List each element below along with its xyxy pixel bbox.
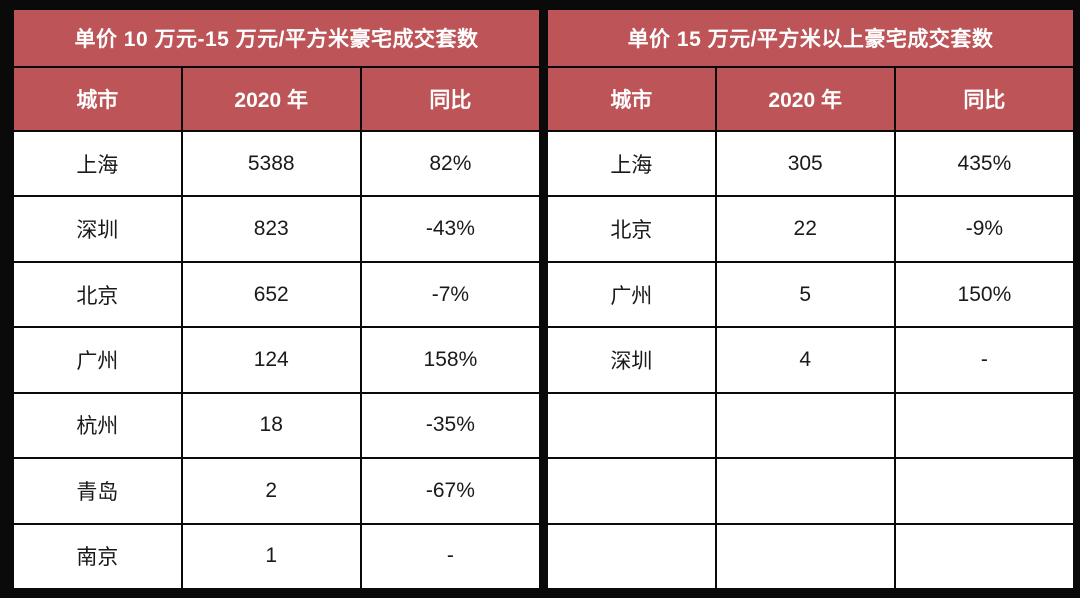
cell-2020-count: 1	[180, 522, 362, 591]
table-row: 上海 305 435%	[546, 129, 1076, 198]
cell-yoy: -	[893, 326, 1076, 394]
cell-2020-count: 4	[714, 326, 896, 394]
cell-city: 广州	[546, 260, 717, 329]
cell-yoy	[893, 457, 1076, 525]
cell-2020-count	[714, 457, 896, 525]
table-row: 青岛 2 -67%	[12, 457, 542, 525]
cell-yoy: 82%	[359, 129, 542, 198]
cell-city: 深圳	[12, 195, 183, 263]
table-header-row: 城市 2020 年 同比	[546, 66, 1076, 132]
cell-2020-count: 305	[714, 129, 896, 198]
cell-2020-count: 652	[180, 260, 362, 329]
column-header-city: 城市	[12, 66, 183, 132]
cell-yoy: 435%	[893, 129, 1076, 198]
table-header-row: 城市 2020 年 同比	[12, 66, 542, 132]
table-title: 单价 10 万元-15 万元/平方米豪宅成交套数	[12, 8, 541, 68]
table-row-empty	[546, 457, 1076, 525]
table-row: 深圳 823 -43%	[12, 195, 542, 263]
cell-yoy: -43%	[359, 195, 542, 263]
cell-yoy: -9%	[893, 195, 1076, 263]
column-header-city: 城市	[546, 66, 717, 132]
column-header-2020: 2020 年	[714, 66, 896, 132]
cell-yoy: -7%	[359, 260, 542, 329]
column-header-yoy: 同比	[893, 66, 1076, 132]
cell-yoy: 158%	[359, 326, 542, 394]
table-row: 杭州 18 -35%	[12, 391, 542, 460]
cell-2020-count: 124	[180, 326, 362, 394]
cell-city: 青岛	[12, 457, 183, 525]
table-row: 广州 124 158%	[12, 326, 542, 394]
cell-2020-count: 823	[180, 195, 362, 263]
cell-2020-count: 18	[180, 391, 362, 460]
cell-2020-count: 2	[180, 457, 362, 525]
cell-city: 深圳	[546, 326, 717, 394]
cell-yoy: -67%	[359, 457, 542, 525]
cell-city	[546, 457, 717, 525]
cell-yoy: -	[359, 522, 542, 591]
table-title: 单价 15 万元/平方米以上豪宅成交套数	[546, 8, 1075, 68]
table-row: 广州 5 150%	[546, 260, 1076, 329]
table-row: 北京 22 -9%	[546, 195, 1076, 263]
cell-city: 北京	[12, 260, 183, 329]
cell-city	[546, 522, 717, 591]
cell-2020-count: 5388	[180, 129, 362, 198]
cell-yoy	[893, 522, 1076, 591]
cell-city	[546, 391, 717, 460]
cell-yoy: -35%	[359, 391, 542, 460]
cell-2020-count	[714, 522, 896, 591]
cell-yoy: 150%	[893, 260, 1076, 329]
table-row-empty	[546, 391, 1076, 460]
cell-city: 杭州	[12, 391, 183, 460]
cell-2020-count: 5	[714, 260, 896, 329]
column-header-2020: 2020 年	[180, 66, 362, 132]
cell-city: 广州	[12, 326, 183, 394]
cell-yoy	[893, 391, 1076, 460]
table-row: 上海 5388 82%	[12, 129, 542, 198]
table-title-row: 单价 15 万元/平方米以上豪宅成交套数	[546, 8, 1075, 68]
cell-city: 上海	[12, 129, 183, 198]
table-price-10-15w: 单价 10 万元-15 万元/平方米豪宅成交套数 城市 2020 年 同比 上海…	[12, 8, 542, 591]
table-row-empty	[546, 522, 1076, 591]
cell-2020-count	[714, 391, 896, 460]
table-title-row: 单价 10 万元-15 万元/平方米豪宅成交套数	[12, 8, 541, 68]
table-row: 南京 1 -	[12, 522, 542, 591]
table-price-15w-plus: 单价 15 万元/平方米以上豪宅成交套数 城市 2020 年 同比 上海 305…	[546, 8, 1076, 591]
cell-city: 南京	[12, 522, 183, 591]
table-row: 深圳 4 -	[546, 326, 1076, 394]
column-header-yoy: 同比	[359, 66, 542, 132]
cell-2020-count: 22	[714, 195, 896, 263]
table-row: 北京 652 -7%	[12, 260, 542, 329]
cell-city: 上海	[546, 129, 717, 198]
cell-city: 北京	[546, 195, 717, 263]
